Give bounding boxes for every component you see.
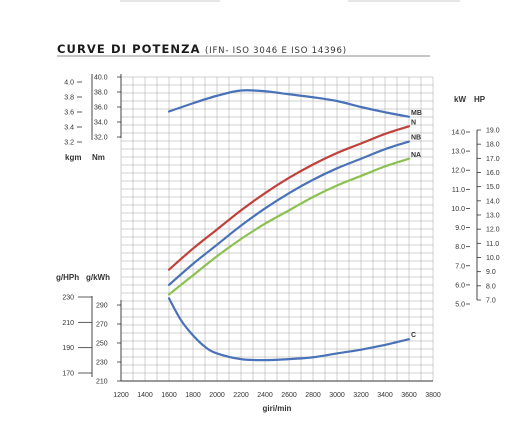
top-border-lines [120,0,460,2]
fuel-gkwh-tick-label: 270 [96,322,108,329]
series-na-label: NA [411,152,421,159]
series-nb-line [167,140,411,286]
chart-title-sub: (IFN- ISO 3046 E ISO 14396) [205,46,347,56]
power-hp-tick-label: 18.0 [486,142,500,149]
x-tick-label: 3200 [353,392,369,399]
power-kw-tick-label: 8.0 [455,244,465,251]
power-hp-tick-label: 8.0 [486,283,496,290]
x-tick-label: 3400 [377,392,393,399]
power-hp-tick-label: 16.0 [486,170,500,177]
torque-nm-tick-label: 36.0 [94,105,108,112]
chart-labels: 3.2 3.4 3.6 3.8 4.0 32.0 34.0 36.0 38.0 40.0 5.0 6.… [56,75,500,414]
torque-kgm-tick-label: 3.8 [64,95,74,102]
x-tick-label: 2000 [209,392,225,399]
torque-kgm-tick-label: 3.4 [64,125,74,132]
fuel-ghph-axis-title: g/HPh [56,273,79,282]
series-mb-label: MB [411,110,422,117]
torque-kgm-axis-title: kgm [65,153,81,162]
power-kw-tick-label: 14.0 [451,130,465,137]
series-n-line [167,125,411,271]
series-na-line [167,157,411,296]
x-tick-label: 3600 [401,392,417,399]
chart-series [167,89,411,362]
chart-grid [120,76,434,382]
fuel-ghph-tick-label: 190 [62,345,74,352]
power-hp-axis-title: HP [474,95,486,104]
power-kw-axis-title: kW [454,95,466,104]
torque-nm-tick-label: 40.0 [94,75,108,82]
power-kw-tick-label: 13.0 [451,149,465,156]
power-hp-tick-label: 14.0 [486,198,500,205]
power-hp-tick-label: 13.0 [486,213,500,220]
fuel-gkwh-tick-label: 250 [96,341,108,348]
series-c-line [167,297,411,362]
power-hp-tick-label: 7.0 [486,298,496,305]
fuel-gkwh-axis-title: g/kWh [86,273,110,282]
power-hp-tick-label: 12.0 [486,227,500,234]
x-tick-label: 1600 [161,392,177,399]
power-hp-tick-label: 10.0 [486,255,500,262]
chart-title-main: CURVE DI POTENZA [57,42,201,56]
fuel-ghph-tick-label: 210 [62,320,74,327]
x-tick-label: 2200 [233,392,249,399]
torque-kgm-tick-label: 3.6 [64,110,74,117]
power-kw-tick-label: 6.0 [455,282,465,289]
fuel-ghph-tick-label: 170 [62,371,74,378]
chart-title: CURVE DI POTENZA (IFN- ISO 3046 E ISO 14… [57,40,347,58]
fuel-ghph-tick-label: 230 [62,295,74,302]
series-c-label: C [411,332,416,339]
fuel-gkwh-tick-label: 290 [96,303,108,310]
power-kw-tick-label: 7.0 [455,263,465,270]
power-hp-tick-label: 9.0 [486,269,496,276]
power-kw-tick-label: 12.0 [451,168,465,175]
power-kw-tick-label: 9.0 [455,225,465,232]
power-hp-tick-label: 15.0 [486,184,500,191]
torque-kgm-tick-label: 3.2 [64,140,74,147]
series-nb-label: NB [411,135,421,142]
power-kw-tick-label: 11.0 [452,187,465,194]
fuel-gkwh-tick-label: 210 [96,379,108,386]
x-tick-label: 2600 [281,392,297,399]
power-hp-tick-label: 17.0 [486,156,500,163]
x-axis-title: giri/min [263,404,292,413]
power-hp-tick-label: 19.0 [486,128,500,135]
x-tick-label: 3800 [425,392,441,399]
x-tick-label: 2400 [257,392,273,399]
torque-nm-axis-title: Nm [92,153,105,162]
series-mb-line [167,89,411,118]
power-kw-tick-label: 10.0 [451,206,465,213]
torque-nm-tick-label: 38.0 [94,90,108,97]
series-n-label: N [411,119,416,126]
power-hp-tick-label: 11.0 [486,241,499,248]
torque-kgm-tick-label: 4.0 [64,80,74,87]
x-tick-label: 1400 [137,392,153,399]
x-tick-label: 2800 [305,392,321,399]
x-tick-label: 1800 [185,392,201,399]
chart-axes [77,74,481,382]
x-tick-label: 1200 [113,392,129,399]
torque-nm-tick-label: 32.0 [94,135,108,142]
fuel-gkwh-tick-label: 230 [96,360,108,367]
x-tick-label: 3000 [329,392,345,399]
power-kw-tick-label: 5.0 [455,302,465,309]
torque-nm-tick-label: 34.0 [94,120,108,127]
